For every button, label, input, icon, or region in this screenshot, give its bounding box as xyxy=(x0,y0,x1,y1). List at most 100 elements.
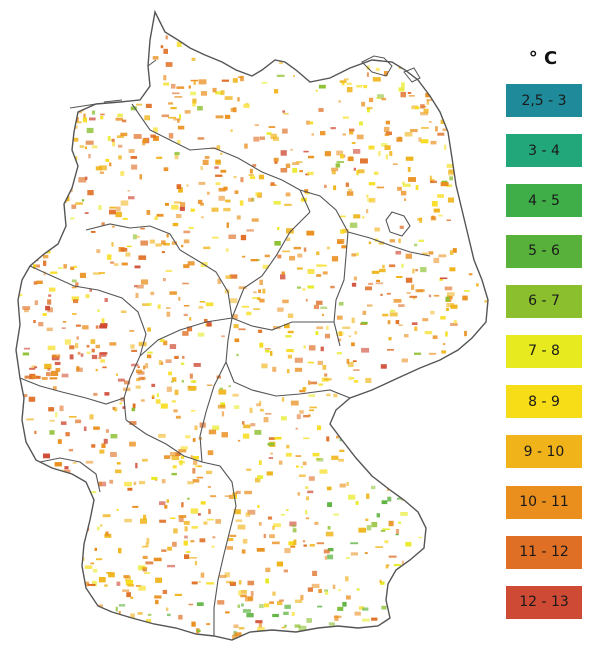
raster-cell xyxy=(206,470,213,475)
raster-cell xyxy=(251,218,259,222)
raster-cell xyxy=(28,100,34,105)
raster-cell xyxy=(256,548,265,552)
raster-cell xyxy=(62,198,66,201)
raster-cell xyxy=(109,209,116,215)
raster-cell xyxy=(250,591,254,597)
raster-cell xyxy=(168,30,171,32)
raster-cell xyxy=(481,511,486,515)
raster-cell xyxy=(212,236,219,239)
raster-cell xyxy=(419,40,426,44)
raster-cell xyxy=(46,563,55,567)
raster-cell xyxy=(152,394,155,398)
raster-cell xyxy=(312,17,316,22)
raster-cell xyxy=(255,620,263,624)
raster-cell xyxy=(410,129,418,133)
raster-cell xyxy=(46,372,51,377)
raster-cell xyxy=(142,12,146,17)
raster-cell xyxy=(133,134,142,139)
raster-cell xyxy=(161,549,167,552)
raster-cell xyxy=(120,397,125,402)
raster-cell xyxy=(26,418,34,421)
island xyxy=(69,103,97,109)
raster-cell xyxy=(54,462,62,467)
raster-cell xyxy=(65,493,74,499)
raster-cell xyxy=(285,509,289,511)
raster-cell xyxy=(230,298,238,304)
raster-cell xyxy=(174,154,179,160)
raster-cell xyxy=(35,468,43,471)
raster-cell xyxy=(335,163,341,168)
raster-cell xyxy=(471,107,479,112)
raster-cell xyxy=(401,263,404,268)
raster-cell xyxy=(267,442,275,446)
raster-cell xyxy=(215,115,224,119)
raster-cell xyxy=(75,324,81,327)
raster-cell xyxy=(157,304,161,309)
raster-cell xyxy=(155,399,161,404)
raster-cell xyxy=(398,304,405,307)
raster-cell xyxy=(230,129,233,132)
raster-cell xyxy=(106,572,113,574)
raster-cell xyxy=(311,583,320,588)
raster-cell xyxy=(73,62,82,66)
raster-cell xyxy=(397,497,403,500)
raster-cell xyxy=(448,295,453,300)
raster-cell xyxy=(125,580,134,586)
raster-cell xyxy=(259,279,263,285)
raster-cell xyxy=(114,58,122,62)
raster-cell xyxy=(423,407,430,409)
raster-cell xyxy=(265,567,271,573)
raster-cell xyxy=(38,322,44,327)
raster-cell xyxy=(34,430,37,435)
raster-cell xyxy=(237,39,241,43)
raster-cell xyxy=(197,28,204,33)
raster-cell xyxy=(44,363,52,370)
raster-cell xyxy=(418,137,422,142)
raster-cell xyxy=(72,462,77,464)
raster-cell xyxy=(380,435,389,440)
raster-cell xyxy=(87,620,92,623)
raster-cell xyxy=(430,375,435,380)
raster-cell xyxy=(471,499,476,503)
raster-cell xyxy=(315,331,319,336)
raster-cell xyxy=(212,536,216,539)
raster-cell xyxy=(382,528,390,530)
raster-cell xyxy=(259,298,265,303)
raster-cell xyxy=(389,264,396,268)
raster-cell xyxy=(314,60,319,65)
raster-cell xyxy=(449,250,454,255)
raster-cell xyxy=(53,127,60,131)
raster-cell xyxy=(23,141,27,147)
raster-cell xyxy=(342,116,349,119)
raster-cell xyxy=(218,43,222,49)
raster-cell xyxy=(296,414,301,420)
raster-cell xyxy=(437,132,445,136)
raster-cell xyxy=(412,268,415,274)
raster-cell xyxy=(469,61,476,63)
raster-cell xyxy=(258,622,262,628)
raster-cell xyxy=(24,375,33,379)
raster-cell xyxy=(366,72,369,77)
raster-cell xyxy=(54,361,61,365)
raster-cell xyxy=(124,576,131,582)
raster-cell xyxy=(131,633,138,637)
raster-cell xyxy=(190,508,199,514)
raster-cell xyxy=(229,534,237,537)
raster-cell xyxy=(36,117,43,121)
raster-cell xyxy=(197,199,203,204)
raster-cell xyxy=(65,574,68,579)
raster-cell xyxy=(253,308,261,310)
raster-cell xyxy=(83,113,86,119)
raster-cell xyxy=(308,476,315,481)
raster-cell xyxy=(168,116,177,119)
raster-cell xyxy=(291,612,295,616)
raster-cell xyxy=(83,581,89,587)
raster-cell xyxy=(131,164,138,170)
raster-cell xyxy=(119,402,122,405)
raster-cell xyxy=(198,513,201,516)
raster-cell xyxy=(445,62,447,65)
raster-cell xyxy=(324,151,331,157)
raster-cell xyxy=(141,566,148,570)
raster-cell xyxy=(292,162,300,165)
raster-cell xyxy=(122,589,130,592)
